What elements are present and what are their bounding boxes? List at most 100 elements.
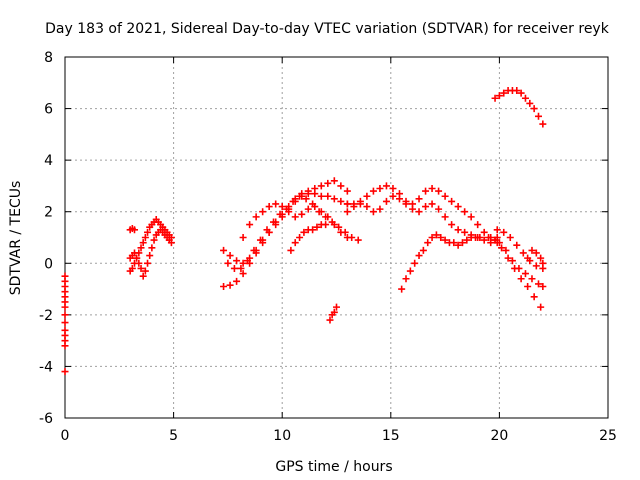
data-point bbox=[239, 259, 247, 267]
data-point bbox=[337, 182, 345, 190]
data-point bbox=[148, 244, 156, 252]
data-point bbox=[317, 208, 325, 216]
data-point bbox=[491, 236, 499, 244]
data-point bbox=[539, 259, 547, 267]
data-point bbox=[150, 236, 158, 244]
data-point bbox=[317, 192, 325, 200]
data-point bbox=[363, 192, 371, 200]
data-point bbox=[291, 239, 299, 247]
data-point bbox=[454, 241, 462, 249]
data-point bbox=[324, 192, 332, 200]
data-point bbox=[309, 226, 317, 234]
data-point bbox=[526, 99, 534, 107]
data-point bbox=[382, 182, 390, 190]
series-trace-13 bbox=[398, 231, 484, 293]
data-point bbox=[330, 195, 338, 203]
data-point bbox=[448, 197, 456, 205]
data-point bbox=[131, 249, 139, 257]
data-point bbox=[330, 308, 338, 316]
data-point bbox=[428, 185, 436, 193]
series-trace-07 bbox=[224, 192, 362, 272]
data-point bbox=[330, 177, 338, 185]
data-point bbox=[454, 203, 462, 211]
series-trace-15 bbox=[491, 236, 547, 290]
series-trace-04 bbox=[126, 224, 139, 234]
data-point bbox=[402, 200, 410, 208]
series-trace-18 bbox=[491, 87, 547, 128]
data-point bbox=[311, 185, 319, 193]
data-point bbox=[480, 236, 488, 244]
data-point bbox=[524, 254, 532, 262]
data-point bbox=[141, 234, 149, 241]
data-point bbox=[395, 195, 403, 203]
data-point bbox=[337, 197, 345, 205]
data-point bbox=[411, 259, 419, 267]
data-point bbox=[356, 200, 364, 208]
data-point bbox=[250, 246, 258, 254]
data-point bbox=[265, 203, 273, 211]
data-point bbox=[441, 213, 449, 221]
data-point bbox=[537, 303, 545, 311]
x-tick-label: 20 bbox=[490, 428, 508, 444]
data-point bbox=[532, 262, 540, 270]
data-point bbox=[263, 226, 271, 234]
data-point bbox=[491, 94, 499, 102]
data-point bbox=[259, 208, 267, 216]
data-point bbox=[415, 195, 423, 203]
series-trace-08 bbox=[239, 200, 351, 241]
series-trace-10 bbox=[326, 303, 340, 324]
series-trace-01 bbox=[61, 272, 69, 376]
data-point bbox=[519, 249, 527, 257]
x-tick-label: 10 bbox=[273, 428, 291, 444]
y-axis-title: SDTVAR / TECUs bbox=[8, 181, 24, 296]
data-point bbox=[513, 241, 521, 249]
data-point bbox=[441, 192, 449, 200]
data-point bbox=[517, 89, 525, 97]
data-point bbox=[409, 205, 417, 213]
data-point bbox=[537, 254, 545, 262]
data-point bbox=[285, 208, 293, 216]
data-point bbox=[506, 234, 514, 241]
data-point bbox=[480, 228, 488, 236]
x-tick-label: 0 bbox=[61, 428, 70, 444]
data-point bbox=[517, 275, 525, 283]
data-point bbox=[402, 275, 410, 283]
data-point bbox=[495, 239, 503, 247]
data-point bbox=[343, 234, 351, 241]
data-point bbox=[369, 208, 377, 216]
data-point bbox=[534, 112, 542, 120]
grid-lines bbox=[65, 57, 608, 418]
data-point bbox=[530, 293, 538, 301]
data-point bbox=[233, 277, 241, 285]
series-trace-16 bbox=[493, 226, 547, 272]
data-point bbox=[530, 105, 538, 113]
data-point bbox=[243, 257, 251, 265]
y-tick-label: 6 bbox=[44, 102, 53, 118]
data-point bbox=[324, 179, 332, 187]
axis-ticks: 0 5 10 15 20 25 -6 -4 -2 0 2 4 6 8 bbox=[39, 50, 617, 444]
data-point bbox=[311, 203, 319, 211]
data-point bbox=[276, 210, 284, 218]
data-point bbox=[350, 203, 358, 211]
data-point bbox=[61, 311, 69, 319]
data-point bbox=[252, 213, 260, 221]
y-tick-label: -4 bbox=[39, 359, 53, 375]
data-point bbox=[324, 213, 332, 221]
data-point bbox=[131, 226, 139, 234]
data-point bbox=[137, 244, 145, 252]
data-point bbox=[428, 200, 436, 208]
data-point bbox=[476, 234, 484, 241]
data-point bbox=[406, 267, 414, 275]
plot-frame bbox=[64, 56, 609, 419]
data-point bbox=[534, 280, 542, 288]
data-point bbox=[61, 368, 69, 376]
data-point bbox=[539, 282, 547, 290]
data-point bbox=[226, 252, 234, 260]
data-point bbox=[220, 282, 228, 290]
data-point bbox=[337, 228, 345, 236]
data-point bbox=[270, 218, 278, 226]
y-tick-label: 8 bbox=[44, 50, 53, 66]
data-point bbox=[141, 267, 149, 275]
